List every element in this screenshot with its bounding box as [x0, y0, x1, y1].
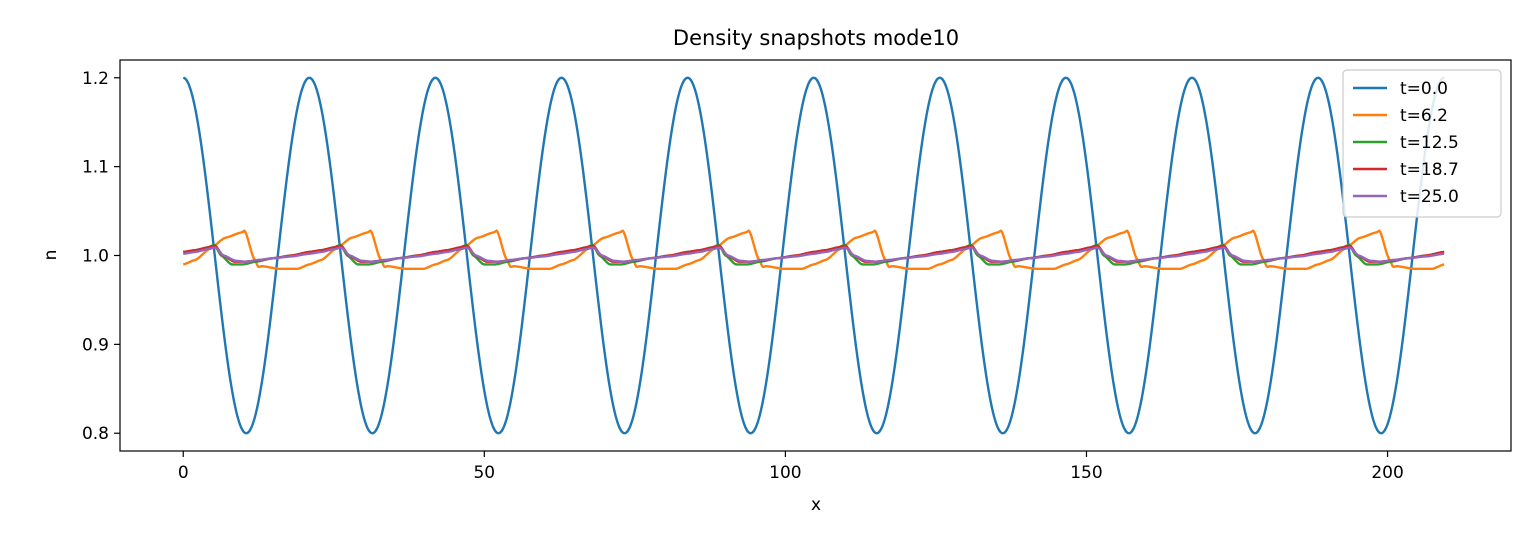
y-tick-label: 0.8 [82, 424, 109, 444]
y-tick-label: 0.9 [82, 335, 109, 355]
y-tick-label: 1.1 [82, 158, 109, 178]
legend-label: t=18.7 [1400, 160, 1459, 180]
series-line-0 [182, 76, 1445, 435]
x-tick-label: 0 [178, 463, 189, 483]
x-axis-label: x [811, 495, 821, 515]
legend-label: t=6.2 [1400, 106, 1448, 126]
y-tick-label: 1.0 [82, 247, 109, 267]
series-line-1 [182, 229, 1445, 271]
y-tick-label: 1.2 [82, 69, 109, 89]
y-axis-label: n [41, 250, 61, 261]
legend-label: t=12.5 [1400, 133, 1459, 153]
plot-lines [182, 76, 1445, 435]
legend: t=0.0 t=6.2 t=12.5 t=18.7 t=25.0 [1342, 69, 1502, 218]
legend-label: t=0.0 [1400, 79, 1448, 99]
legend-box [1342, 69, 1502, 218]
chart-title: Density snapshots mode10 [673, 26, 959, 50]
series-line-4 [182, 246, 1445, 263]
x-tick-label: 200 [1371, 463, 1403, 483]
y-axis: 0.8 0.9 1.0 1.1 1.2 [82, 69, 120, 444]
x-tick-label: 100 [769, 463, 801, 483]
legend-label: t=25.0 [1400, 187, 1459, 207]
x-axis: 0 50 100 150 200 [178, 451, 1404, 483]
x-tick-label: 50 [473, 463, 495, 483]
x-tick-label: 150 [1070, 463, 1102, 483]
